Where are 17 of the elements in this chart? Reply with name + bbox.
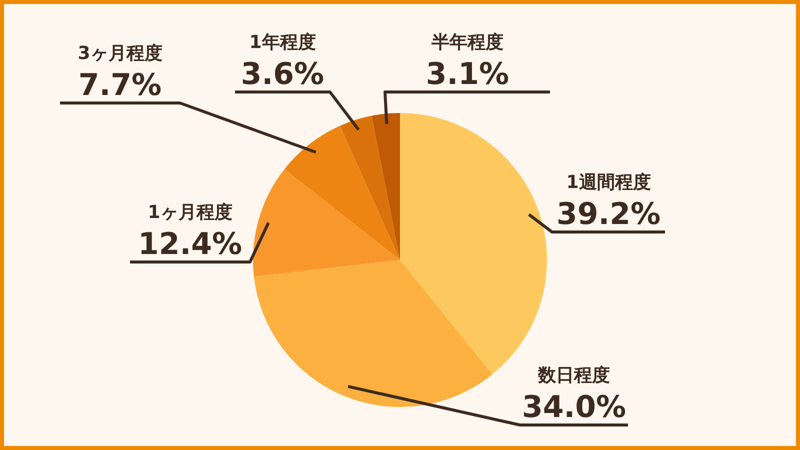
data-label: 3.1%: [426, 57, 510, 92]
data-label: 7.7%: [78, 68, 162, 103]
pie-slice: [284, 126, 400, 260]
data-label: 34.0%: [522, 390, 626, 425]
pie-slice: [340, 116, 400, 260]
data-label: 12.4%: [138, 227, 242, 262]
pie-slice: [254, 260, 492, 407]
pie-slice: [372, 113, 400, 260]
data-label: 3.6%: [240, 57, 324, 92]
slice-label: 1年程度: [249, 32, 316, 53]
slice-label: 半年程度: [430, 32, 504, 53]
slice-label: 数日程度: [537, 365, 610, 386]
slice-label: 3ヶ月程度: [78, 43, 162, 64]
slice-label: 1ヶ月程度: [148, 202, 232, 223]
slice-label: 1週間程度: [566, 172, 651, 193]
pie-slice: [253, 169, 400, 277]
data-label: 39.2%: [556, 197, 661, 232]
